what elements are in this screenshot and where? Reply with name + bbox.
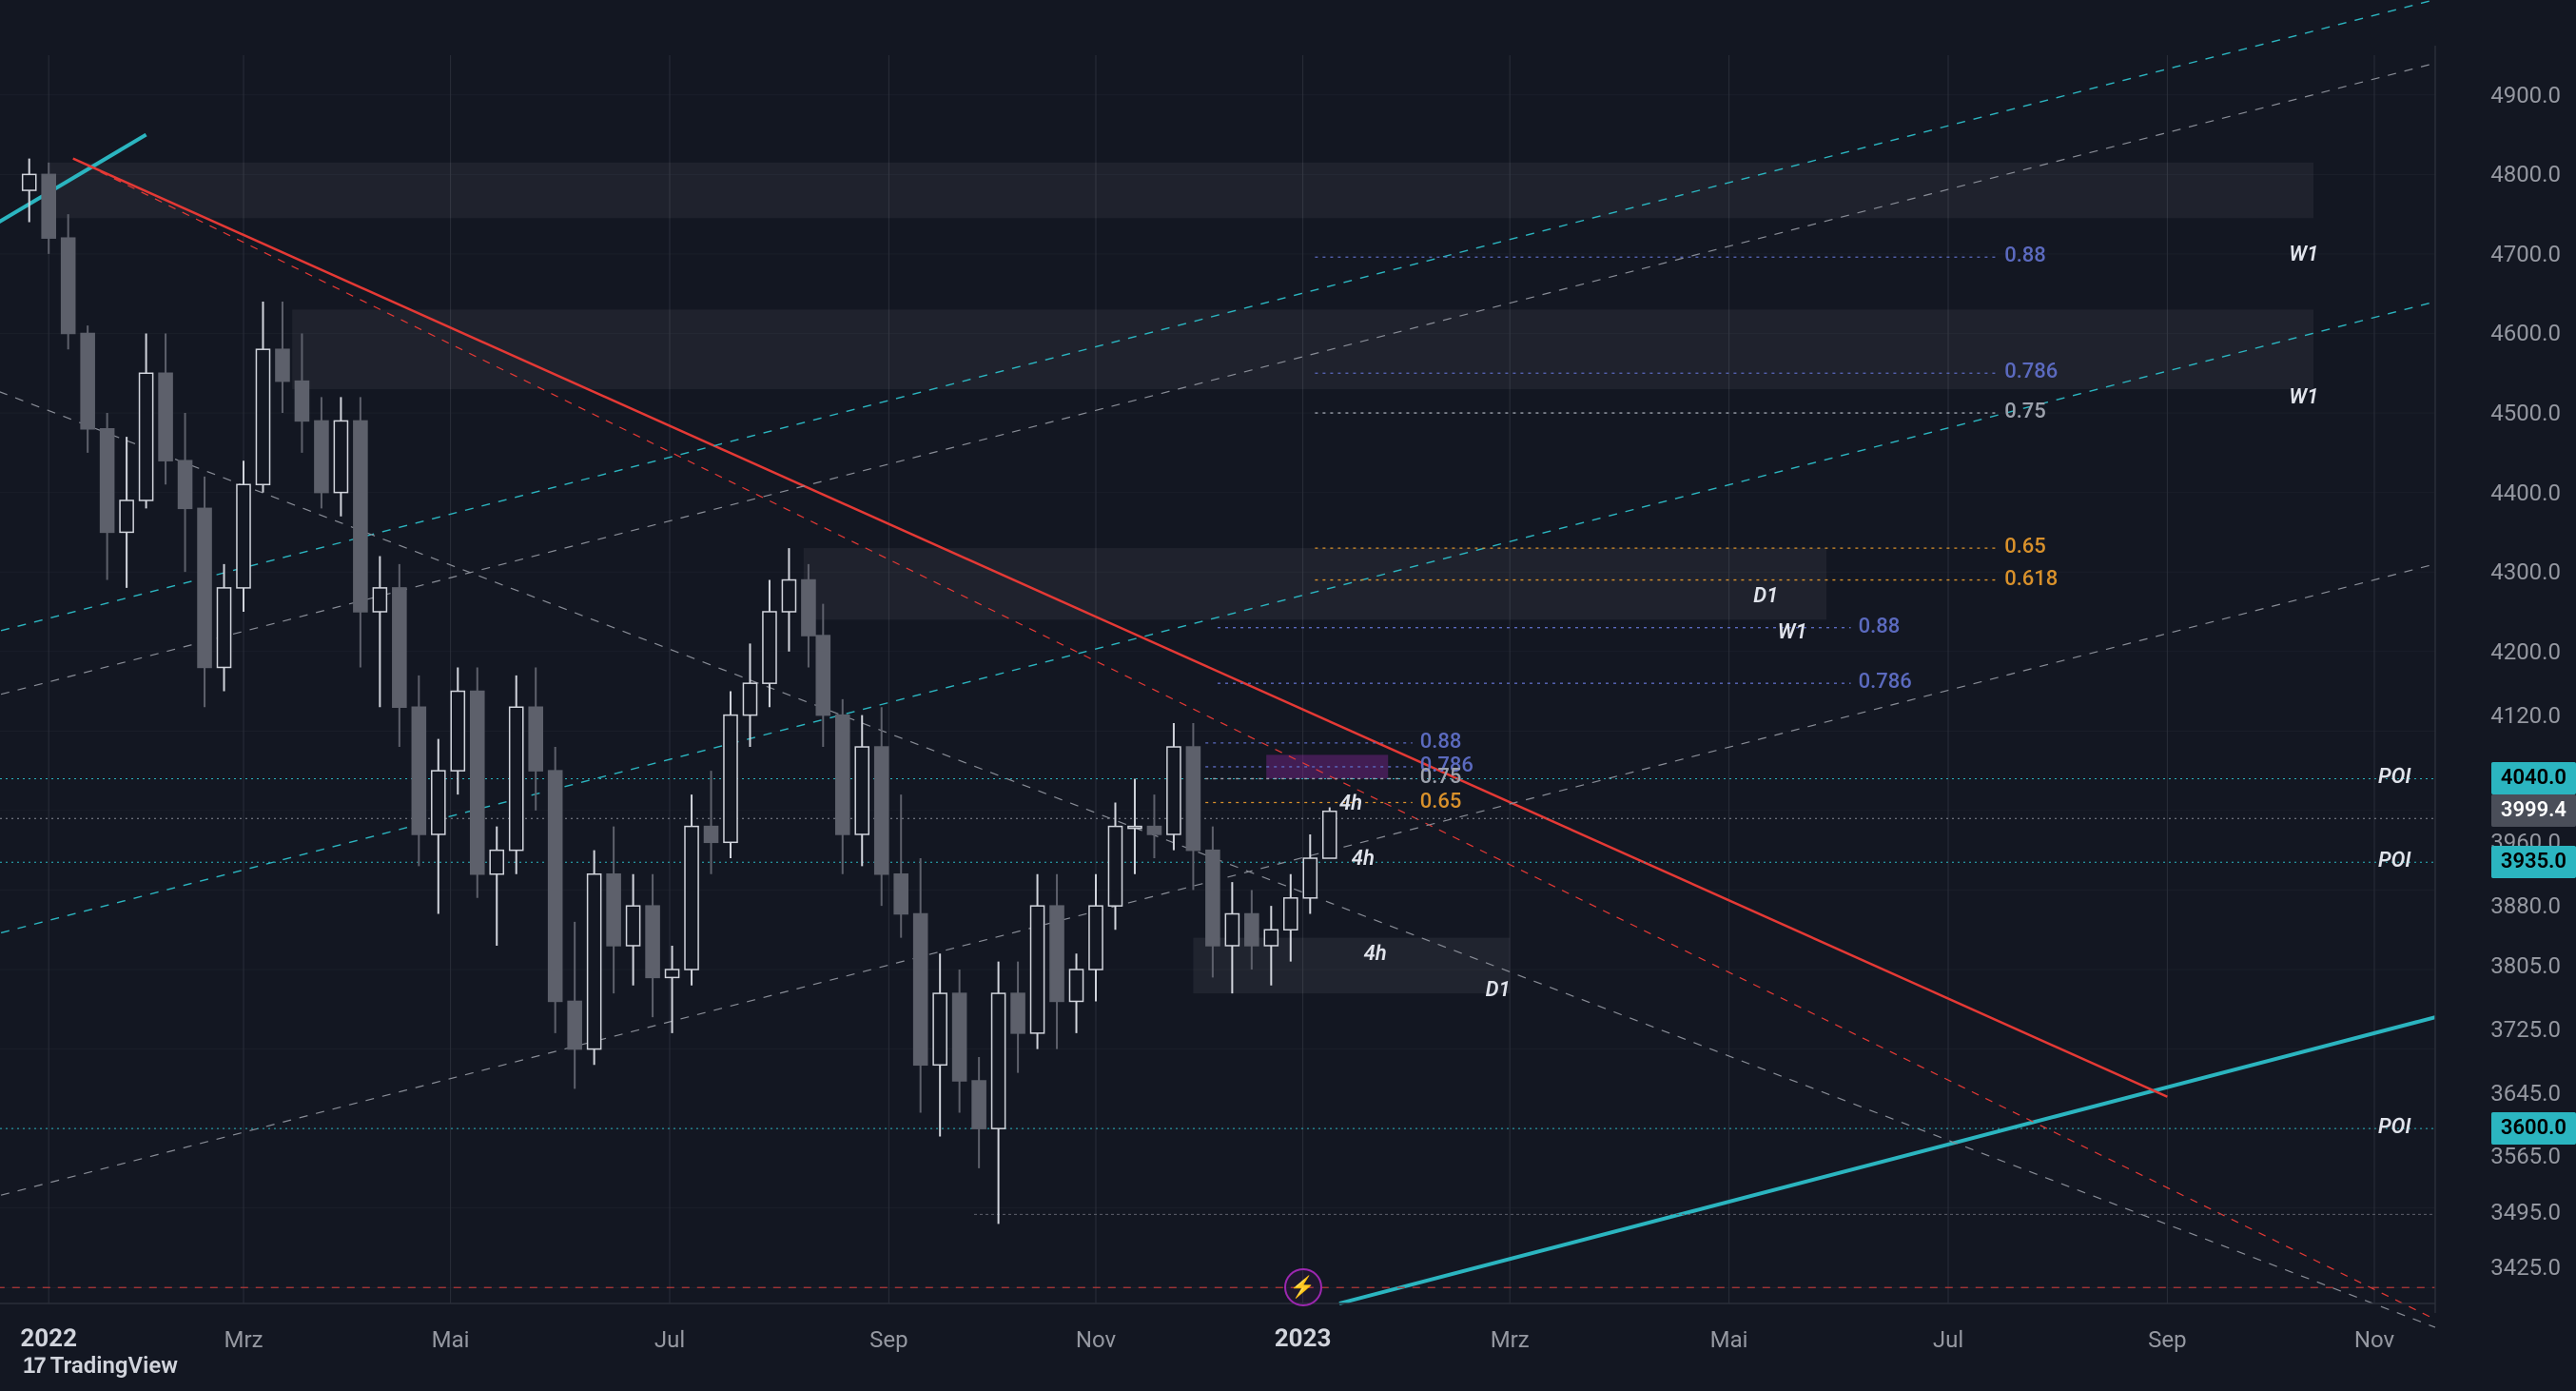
- y-axis-tick: 3725.0: [2490, 1016, 2561, 1043]
- fib-level-label: 0.88: [1859, 615, 1901, 638]
- price-tag: 3935.0: [2491, 846, 2576, 878]
- x-axis-tick: 2022: [20, 1324, 77, 1353]
- y-axis-tick: 4200.0: [2490, 638, 2561, 665]
- x-axis-tick: Mai: [1710, 1326, 1748, 1353]
- fib-level-label: 0.618: [2004, 567, 2058, 591]
- x-axis-tick: Sep: [869, 1326, 907, 1353]
- fib-level-label: 0.75: [2004, 400, 2046, 423]
- y-axis-tick: 4120.0: [2490, 702, 2561, 729]
- price-tag: 3999.4: [2491, 794, 2576, 827]
- price-tag: 4040.0: [2491, 762, 2576, 794]
- fib-level-label: 0.786: [2004, 360, 2058, 383]
- x-axis-tick: 2023: [1275, 1324, 1332, 1353]
- fib-level-label: 0.65: [1420, 790, 1462, 813]
- timeframe-label: 4h: [1364, 942, 1387, 966]
- x-axis-tick: Mrz: [1491, 1326, 1530, 1353]
- timeframe-label: W1: [2289, 243, 2318, 266]
- y-axis-tick: 4700.0: [2490, 241, 2561, 267]
- poi-label: POI: [2378, 1115, 2411, 1139]
- x-axis-tick: Nov: [2354, 1326, 2394, 1353]
- x-axis-tick: Mrz: [224, 1326, 263, 1353]
- timeframe-label: D1: [1753, 584, 1778, 608]
- y-axis-tick: 3805.0: [2490, 952, 2561, 979]
- y-axis-tick: 3880.0: [2490, 892, 2561, 919]
- x-axis-tick: Jul: [1933, 1326, 1963, 1353]
- y-axis-tick: 4300.0: [2490, 558, 2561, 585]
- y-axis-tick: 4400.0: [2490, 480, 2561, 506]
- poi-label: POI: [2378, 765, 2411, 789]
- timeframe-label: D1: [1486, 978, 1511, 1002]
- fib-level-label: 0.88: [1420, 730, 1462, 754]
- y-axis-tick: 3645.0: [2490, 1080, 2561, 1107]
- timeframe-label: W1: [2289, 385, 2318, 409]
- x-axis-tick: Nov: [1076, 1326, 1116, 1353]
- y-axis-tick: 3565.0: [2490, 1143, 2561, 1169]
- fib-level-label: 0.88: [2004, 244, 2046, 267]
- y-axis-tick: 4500.0: [2490, 400, 2561, 426]
- x-axis-tick: Jul: [654, 1326, 685, 1353]
- timeframe-label: W1: [1778, 620, 1807, 644]
- timeframe-label: 4h: [1339, 792, 1362, 815]
- lightning-icon[interactable]: ⚡: [1284, 1268, 1322, 1306]
- chart-root[interactable]: ZielIstDieAutarkie freigegeben für Tradi…: [0, 0, 2576, 1391]
- y-axis-tick: 3425.0: [2490, 1254, 2561, 1281]
- y-axis-tick: 4600.0: [2490, 320, 2561, 346]
- timeframe-label: 4h: [1352, 847, 1375, 871]
- fib-level-label: 0.75: [1420, 765, 1462, 789]
- y-axis-tick: 4800.0: [2490, 161, 2561, 187]
- x-axis-tick: Sep: [2148, 1326, 2186, 1353]
- price-tag: 3600.0: [2491, 1112, 2576, 1145]
- chart-plot-area[interactable]: [0, 0, 2576, 1391]
- y-axis-tick: 4900.0: [2490, 82, 2561, 108]
- y-axis-tick: 3495.0: [2490, 1199, 2561, 1225]
- x-axis-tick: Mai: [432, 1326, 470, 1353]
- fib-level-label: 0.786: [1859, 670, 1912, 694]
- poi-label: POI: [2378, 849, 2411, 872]
- tradingview-logo: 17 TradingView: [23, 1352, 178, 1380]
- fib-level-label: 0.65: [2004, 535, 2046, 558]
